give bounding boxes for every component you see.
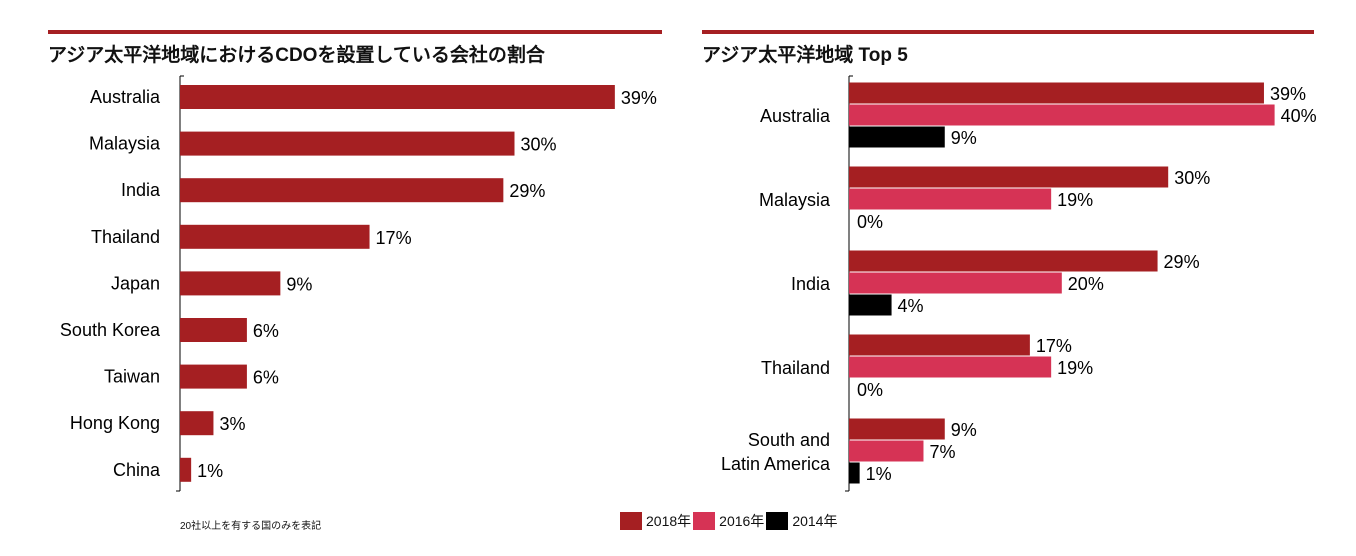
category-label: South Korea — [60, 320, 161, 340]
bar — [180, 85, 615, 109]
category-label: Malaysia — [89, 134, 161, 154]
legend-label: 2016年 — [719, 513, 765, 529]
bar — [180, 131, 515, 156]
data-label: 40% — [1281, 106, 1317, 126]
data-label: 19% — [1057, 190, 1093, 210]
legend-label: 2014年 — [792, 513, 838, 529]
data-label: 19% — [1057, 358, 1093, 378]
category-label: Hong Kong — [70, 413, 160, 433]
data-label: 39% — [621, 88, 657, 108]
legend-swatch — [693, 512, 716, 530]
data-label: 17% — [1036, 336, 1072, 356]
bar-2014年 — [849, 462, 860, 484]
data-label: 1% — [866, 464, 892, 484]
category-label: Taiwan — [104, 367, 160, 387]
bar — [180, 178, 504, 203]
data-label: 9% — [286, 274, 312, 294]
bar-2016年 — [849, 272, 1062, 294]
bar — [180, 224, 370, 249]
category-label: Japan — [111, 273, 160, 293]
bar — [180, 457, 192, 482]
data-label: 6% — [253, 368, 279, 388]
data-label: 1% — [197, 461, 223, 481]
bar-2016年 — [849, 188, 1052, 210]
data-label: 20% — [1068, 274, 1104, 294]
data-label: 30% — [521, 135, 557, 155]
data-label: 4% — [898, 296, 924, 316]
legend-item-2018: 2018年 — [620, 511, 691, 531]
bar-2018年 — [849, 82, 1264, 104]
data-label: 3% — [219, 414, 245, 434]
legend-item-2014: 2014年 — [766, 511, 837, 531]
legend-swatch — [620, 512, 642, 530]
category-label: Australia — [90, 87, 161, 107]
data-label: 7% — [929, 442, 955, 462]
category-label: Thailand — [91, 227, 160, 247]
legend-label: 2018年 — [646, 513, 692, 529]
footnote: 20社以上を有する国のみを表記 — [180, 521, 322, 532]
bar — [180, 411, 214, 436]
left-title-rule — [48, 30, 662, 34]
data-label: 30% — [1174, 168, 1210, 188]
category-label: Latin America — [721, 454, 831, 474]
category-label: Australia — [760, 106, 831, 126]
bar-2018年 — [849, 250, 1158, 272]
bar-2016年 — [849, 356, 1052, 378]
data-label: 6% — [253, 321, 279, 341]
category-label: India — [121, 180, 161, 200]
data-label: 9% — [951, 420, 977, 440]
data-label: 9% — [951, 128, 977, 148]
bar-2016年 — [849, 104, 1275, 126]
left-chart-title: アジア太平洋地域におけるCDOを設置している会社の割合 — [48, 45, 545, 66]
bar — [180, 271, 281, 296]
category-label: Thailand — [761, 358, 830, 378]
bar-2014年 — [849, 126, 945, 148]
bar-2014年 — [849, 294, 892, 316]
data-label: 0% — [857, 212, 883, 232]
bar-2016年 — [849, 440, 924, 462]
legend: 2018年 2016年 2014年 — [620, 511, 839, 531]
data-label: 29% — [1164, 252, 1200, 272]
right-chart-title: アジア太平洋地域 Top 5 — [702, 45, 908, 66]
category-label: India — [791, 274, 831, 294]
legend-item-2016: 2016年 — [693, 511, 764, 531]
data-label: 39% — [1270, 84, 1306, 104]
bar-2018年 — [849, 334, 1030, 356]
data-label: 17% — [376, 228, 412, 248]
legend-swatch — [766, 512, 789, 530]
category-label: South and — [748, 430, 830, 450]
category-label: Malaysia — [759, 190, 831, 210]
bar-2018年 — [849, 418, 945, 440]
data-label: 0% — [857, 380, 883, 400]
right-title-rule — [702, 30, 1314, 34]
bar — [180, 318, 247, 342]
category-label: China — [113, 460, 161, 480]
bar — [180, 364, 247, 389]
data-label: 29% — [509, 181, 545, 201]
bar-2018年 — [849, 166, 1169, 188]
